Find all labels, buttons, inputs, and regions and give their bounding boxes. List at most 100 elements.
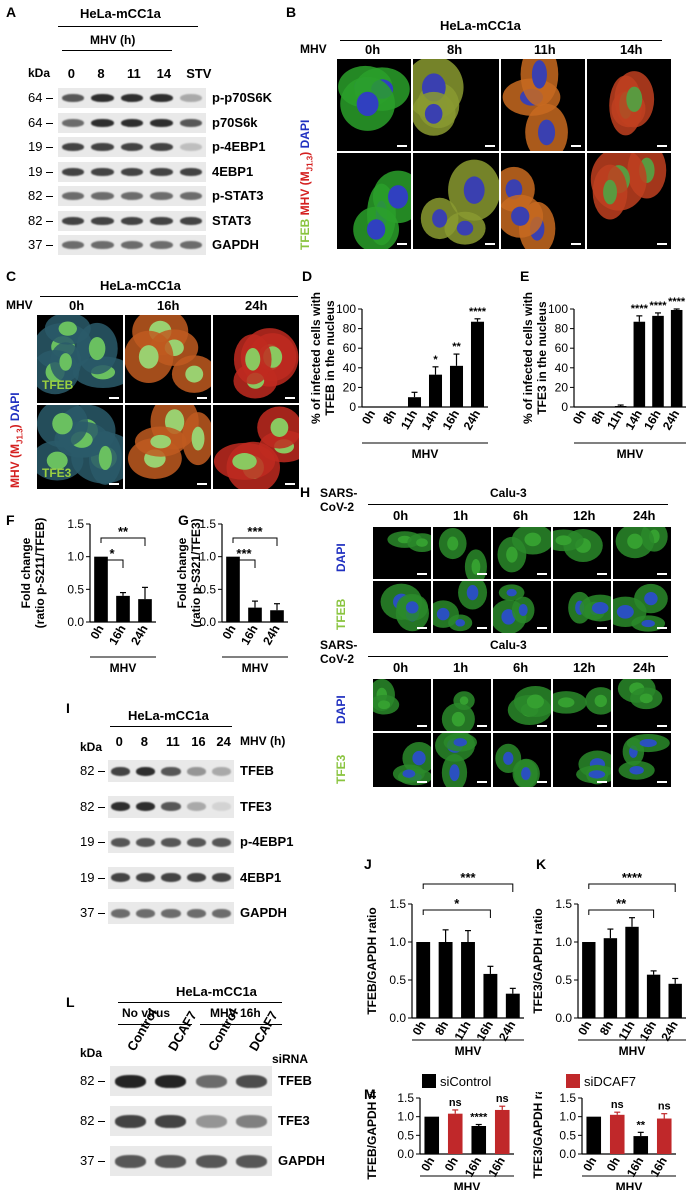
significance-label: ** <box>118 524 129 539</box>
scale-bar <box>285 397 295 399</box>
row-label-tfe3: TFE3 <box>42 466 72 480</box>
y-tick-label: 0.0 <box>559 1147 576 1161</box>
protein-band <box>211 802 231 812</box>
molecular-weight-marker: 37 <box>28 237 43 252</box>
bar <box>670 309 683 407</box>
cell-image-drawing <box>617 679 663 710</box>
time-label: 24h <box>245 298 268 313</box>
panel-g-bar-chart: 0.0 0.5 1.0 1.5 0h 16h 24h *** *** MHV Fold change… <box>176 517 288 675</box>
scale-bar <box>657 627 667 629</box>
protein-band <box>61 143 85 152</box>
blot-row-label: p-4EBP1 <box>240 834 294 849</box>
protein-band <box>161 873 181 883</box>
time-label: 0h <box>393 508 409 523</box>
significance-label: ** <box>452 341 461 353</box>
micrograph-tfe3 <box>212 404 300 490</box>
y-tick-label: 40 <box>555 361 569 375</box>
panel-l-group-1: No virus <box>122 1006 171 1020</box>
panel-label-g: G <box>178 512 189 528</box>
y-axis-label: % of infected cells with <box>309 292 323 424</box>
cell-image-drawing <box>213 406 299 489</box>
scale-bar <box>485 243 495 245</box>
lane-label: 24 <box>216 734 231 749</box>
panel-h-dapi-label-2: DAPI <box>334 695 348 724</box>
micrograph-tfe3-merge <box>432 732 492 788</box>
y-tick-label: 60 <box>555 341 569 355</box>
panel-l-kda: kDa <box>80 1046 103 1060</box>
blot-strip <box>108 795 234 818</box>
protein-band <box>161 802 181 812</box>
row-label-tfeb: TFEB <box>42 378 74 392</box>
lane-label: 0 <box>115 734 123 749</box>
x-tick-label: 24h <box>128 623 150 648</box>
panel-l-sirna: siRNA <box>272 1052 309 1066</box>
cell-image-drawing <box>613 583 668 632</box>
micrograph-tfe3-merge <box>492 732 552 788</box>
y-tick-label: 1.0 <box>397 1110 414 1124</box>
blot-strip <box>58 235 206 255</box>
y-tick-label: 1.0 <box>389 935 406 949</box>
micrograph-tfeb-green <box>552 526 612 580</box>
y-tick-label: 100 <box>336 302 356 316</box>
protein-band <box>136 766 156 776</box>
lane-label: 8 <box>97 66 105 81</box>
lane-label: 8 <box>140 734 149 749</box>
bar <box>270 610 284 622</box>
x-tick-label: 0h <box>575 1019 594 1038</box>
panel-label-b: B <box>286 4 297 20</box>
y-tick-label: 0.5 <box>389 973 406 987</box>
micrograph-tfeb <box>124 314 212 404</box>
significance-label: *** <box>247 524 263 539</box>
scale-bar <box>397 145 407 147</box>
mw-tick <box>46 98 53 99</box>
time-label: 0h <box>69 298 85 313</box>
protein-band <box>150 118 173 127</box>
micrograph-tfe3 <box>36 404 124 490</box>
micrograph-tfe3-merge <box>552 732 612 788</box>
panel-h-virus-1b: CoV-2 <box>320 500 355 514</box>
molecular-weight-marker: 64 <box>28 114 43 130</box>
cell-image-drawing <box>553 529 603 562</box>
y-tick-label: 0.5 <box>555 973 572 987</box>
molecular-weight-marker: 82 <box>80 1073 95 1088</box>
molecular-weight-marker: 19 <box>28 139 43 154</box>
significance-label: *** <box>460 870 476 885</box>
legend-label-sicontrol: siControl <box>440 1074 492 1089</box>
x-tick-label: 0h <box>604 1155 623 1174</box>
lane-label: 11 <box>127 66 141 81</box>
cell-image-drawing <box>413 59 464 136</box>
bar <box>461 942 475 1018</box>
bar <box>470 321 485 407</box>
blot-strip <box>110 1106 272 1136</box>
cell-image-drawing <box>387 531 431 553</box>
cell-image-drawing <box>618 733 670 780</box>
significance-bracket <box>588 883 676 892</box>
bar <box>407 397 422 407</box>
y-tick-label: 20 <box>343 380 357 394</box>
significance-label: * <box>109 546 115 561</box>
significance-label: * <box>433 354 438 366</box>
protein-band <box>61 167 85 176</box>
panel-l-group-2: MHV 16h <box>210 1006 261 1020</box>
micrograph-tfe3-merge <box>372 732 432 788</box>
panel-label-m: M <box>364 1086 376 1102</box>
cell-image-drawing <box>37 405 123 485</box>
bar <box>424 1116 440 1154</box>
group-label: MHV <box>619 1044 646 1058</box>
significance-bracket <box>588 909 655 918</box>
scale-bar <box>537 627 547 629</box>
protein-band <box>136 837 156 847</box>
bar <box>438 942 453 1018</box>
group-label: MHV <box>617 447 644 461</box>
time-label: 11h <box>534 42 556 57</box>
y-tick-label: 1.0 <box>199 550 216 564</box>
scale-bar <box>571 243 581 245</box>
panel-label-h: H <box>300 484 311 500</box>
significance-bracket <box>232 559 256 568</box>
micrograph-tfe3-green <box>492 678 552 732</box>
micrograph-tfeb-merge <box>492 580 552 634</box>
blot-row-label: p-p70S6K <box>212 90 272 105</box>
protein-band <box>111 802 131 812</box>
bar <box>505 993 520 1018</box>
y-tick-label: 0.5 <box>199 582 216 596</box>
